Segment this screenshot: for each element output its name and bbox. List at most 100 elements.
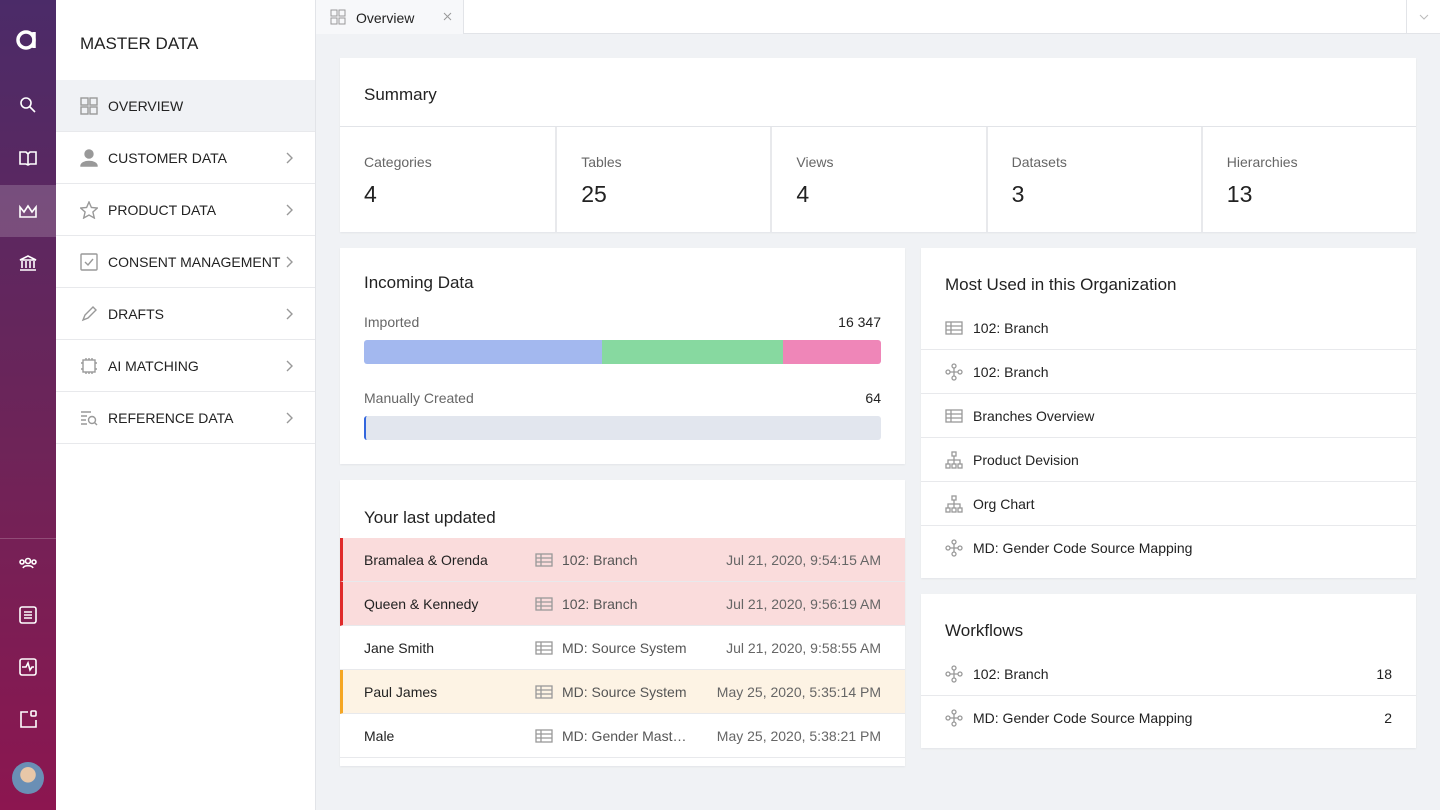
stat-label: Datasets [1011,154,1067,170]
used-row[interactable]: Branches Overview [921,394,1416,438]
card-title: Workflows [945,621,1024,640]
card-title: Summary [364,85,437,104]
update-row[interactable]: Paul James MD: Source System May 25, 2020,… [340,670,905,714]
menu-item[interactable]: REFERENCE DATA [56,392,315,444]
row-name: 102: Branch [973,320,1049,336]
app-icon[interactable] [18,709,38,729]
row-icon [535,595,553,613]
update-row[interactable]: Male MD: Gender Mast… May 25, 2020, 5:38:2… [340,714,905,758]
users-icon[interactable] [18,553,38,573]
row-icon [945,319,963,337]
menu-item[interactable]: CUSTOMER DATA [56,132,315,184]
tab[interactable]: Overview [316,0,464,34]
list-icon[interactable] [18,605,38,625]
row-time: Jul 21, 2020, 9:56:19 AM [726,596,881,612]
search-icon[interactable] [18,95,38,115]
row-name: Male [364,728,395,744]
incoming-card: Incoming Data Imported 16 347 Manually C… [340,248,905,464]
menu-label: CONSENT MANAGEMENT [108,254,281,270]
card-title: Most Used in this Organization [945,275,1177,294]
row-icon [535,683,553,701]
stat-value: 3 [1011,181,1025,207]
row-name: MD: Gender Code Source Mapping [973,540,1193,556]
row-value: 16 347 [838,314,881,330]
row-name: Branches Overview [973,408,1095,424]
row-dataset: MD: Gender Mast… [562,728,687,744]
stat-label: Hierarchies [1226,154,1298,170]
pulse-icon[interactable] [18,657,38,677]
update-row[interactable]: Jane Smith MD: Source System Jul 21, 2020,… [340,626,905,670]
row-dataset: 102: Branch [562,596,638,612]
avatar[interactable] [12,762,44,794]
used-row[interactable]: Product Devision [921,438,1416,482]
tab-menu[interactable] [1406,0,1440,34]
row-count: 18 [1376,666,1392,682]
row-dataset: MD: Source System [562,640,687,656]
row-icon [945,665,963,683]
row-icon [945,363,963,381]
tab-close[interactable] [443,12,452,21]
card-title: Your last updated [364,508,496,527]
row-icon [945,451,963,469]
row-dataset: 102: Branch [562,552,638,568]
row-icon [535,551,553,569]
row-name: Product Devision [973,452,1079,468]
row-dataset: MD: Source System [562,684,687,700]
stat-value: 13 [1226,181,1253,207]
stat-value: 4 [796,181,810,207]
row-name: Queen & Kennedy [364,596,479,612]
menu-item[interactable]: PRODUCT DATA [56,184,315,236]
stat-label: Views [796,154,834,170]
row-icon [535,639,553,657]
menu-item[interactable]: AI MATCHING [56,340,315,392]
summary-card: Summary Categories 4 Tables 25 Views 4 Dataset… [340,58,1416,232]
crown-icon[interactable] [18,201,38,221]
row-value: 64 [865,390,881,406]
row-name: Bramalea & Orenda [364,552,488,568]
menu-item[interactable]: OVERVIEW [56,80,315,132]
sidebar-title: MASTER DATA [80,34,199,53]
row-name: Paul James [364,684,438,700]
tab-label: Overview [356,10,415,26]
menu-item[interactable]: CONSENT MANAGEMENT [56,236,315,288]
sidebar: MASTER DATA OVERVIEW CUSTOMER DATA PRODUCT… [56,0,316,810]
menu-item[interactable]: DRAFTS [56,288,315,340]
row-time: May 25, 2020, 5:38:21 PM [716,728,881,744]
nav-rail [0,0,56,810]
menu-label: REFERENCE DATA [108,410,234,426]
last-updated-card: Your last updated Bramalea & Orenda 102: … [340,480,905,766]
card-title: Incoming Data [364,273,474,292]
stacked-bar [364,340,881,364]
row-label: Imported [364,314,420,330]
update-row[interactable]: Queen & Kennedy 102: Branch Jul 21, 2020, … [340,582,905,626]
row-icon [945,709,963,727]
progress-bar [364,416,881,440]
active-nav [0,185,56,237]
menu-label: DRAFTS [108,306,164,322]
row-name: Jane Smith [364,640,435,656]
row-name: MD: Gender Code Source Mapping [973,710,1193,726]
used-row[interactable]: 102: Branch [921,306,1416,350]
row-icon [945,539,963,557]
workflow-row[interactable]: 102: Branch 18 [921,652,1416,696]
row-icon [945,495,963,513]
workflow-row[interactable]: MD: Gender Code Source Mapping 2 [921,696,1416,740]
stat-cell: Views 4 [770,127,985,232]
menu-label: PRODUCT DATA [108,202,217,218]
used-row[interactable]: Org Chart [921,482,1416,526]
workflows-card: Workflows 102: Branch 18 MD: Gender Code S… [921,594,1416,748]
row-count: 2 [1384,710,1392,726]
used-row[interactable]: 102: Branch [921,350,1416,394]
row-name: 102: Branch [973,666,1049,682]
stat-cell: Datasets 3 [985,127,1201,232]
bank-icon[interactable] [18,253,38,273]
row-icon [945,407,963,425]
stat-value: 25 [581,181,607,207]
update-row[interactable]: Bramalea & Orenda 102: Branch Jul 21, 2020… [340,538,905,582]
divider [0,538,56,539]
used-row[interactable]: MD: Gender Code Source Mapping [921,526,1416,570]
menu-label: CUSTOMER DATA [108,150,228,166]
book-icon[interactable] [18,148,38,168]
row-time: Jul 21, 2020, 9:58:55 AM [726,640,881,656]
